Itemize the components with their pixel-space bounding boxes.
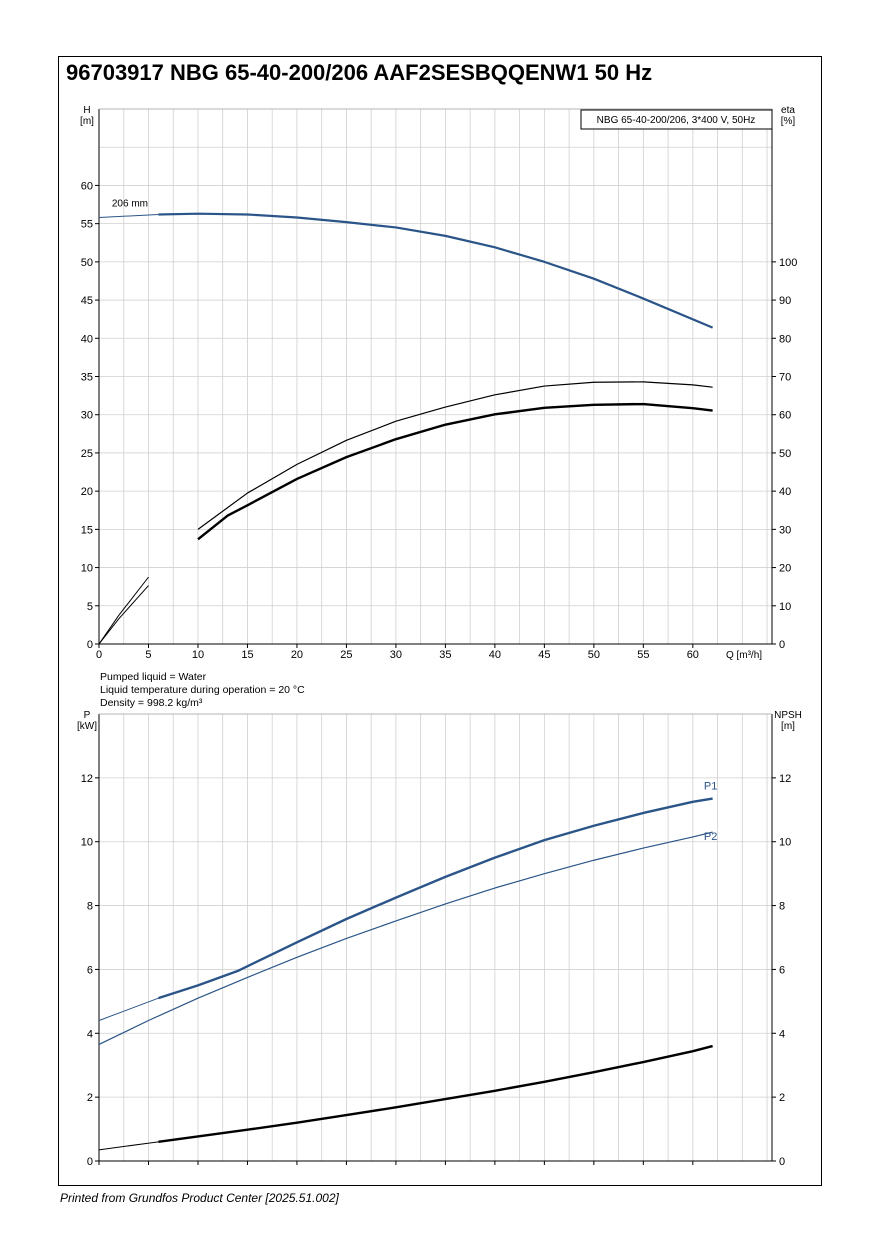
performance-series-206-mm-line xyxy=(158,212,714,329)
performance-tick-label-x: 20 xyxy=(291,649,303,661)
power-npsh-tick-label-left: 0 xyxy=(87,1156,93,1168)
performance-tick-label-x: 55 xyxy=(637,649,649,661)
power-npsh-tick-label-right: 8 xyxy=(779,901,785,913)
page-frame xyxy=(58,56,822,1186)
performance-tick-label-left: 60 xyxy=(81,180,93,192)
performance-series-206-mm-label: 206 mm xyxy=(112,198,148,209)
performance-tick-label-right: 90 xyxy=(779,295,791,307)
power-npsh-tick-label-right: 4 xyxy=(779,1028,785,1040)
performance-series-curve-3-extension xyxy=(98,585,149,645)
performance-y-left-name: H xyxy=(83,105,90,116)
power-npsh-series-p1-label: P1 xyxy=(704,781,717,793)
power-npsh-tick-label-right: 2 xyxy=(779,1092,785,1104)
note-density: Density = 998.2 kg/m³ xyxy=(100,697,203,709)
performance-tick-label-right: 10 xyxy=(779,601,791,613)
performance-tick-label-x: 50 xyxy=(588,649,600,661)
performance-tick-label-x: 10 xyxy=(192,649,204,661)
performance-y-right-unit: [%] xyxy=(781,116,796,127)
performance-tick-label-left: 5 xyxy=(87,601,93,613)
power-npsh-tick-label-left: 6 xyxy=(87,964,93,976)
note-liquid: Pumped liquid = Water xyxy=(100,671,207,683)
performance-tick-label-right: 0 xyxy=(779,639,785,651)
performance-tick-label-x: 35 xyxy=(439,649,451,661)
power-npsh-series-p1-extension xyxy=(98,997,159,1021)
power-npsh-tick-label-right: 10 xyxy=(779,837,791,849)
performance-series-curve-3-line xyxy=(197,402,713,541)
power-npsh-tick-label-left: 2 xyxy=(87,1092,93,1104)
performance-tick-label-right: 80 xyxy=(779,333,791,345)
performance-y-right-name: eta xyxy=(781,105,795,116)
power-npsh-y-right-name: NPSH xyxy=(774,710,802,721)
performance-tick-label-x: 0 xyxy=(96,649,102,661)
power-npsh-tick-label-right: 6 xyxy=(779,964,785,976)
performance-tick-label-left: 45 xyxy=(81,295,93,307)
performance-tick-label-left: 40 xyxy=(81,333,93,345)
performance-tick-label-right: 30 xyxy=(779,524,791,536)
performance-tick-label-x: 45 xyxy=(538,649,550,661)
power-npsh-series-p2-line xyxy=(98,831,713,1046)
footer-text: Printed from Grundfos Product Center [20… xyxy=(60,1191,339,1205)
performance-tick-label-x: 15 xyxy=(241,649,253,661)
performance-series-curve-2-line xyxy=(197,381,713,530)
performance-x-axis-label: Q [m³/h] xyxy=(726,650,762,661)
power-npsh-tick-label-left: 8 xyxy=(87,901,93,913)
performance-tick-label-left: 25 xyxy=(81,448,93,460)
power-npsh-series-npsh-line xyxy=(158,1044,713,1144)
power-npsh-y-left-name: P xyxy=(84,710,91,721)
performance-tick-label-right: 100 xyxy=(779,257,797,269)
power-npsh-tick-label-right: 0 xyxy=(779,1156,785,1168)
performance-tick-label-right: 60 xyxy=(779,410,791,422)
page-title: 96703917 NBG 65-40-200/206 AAF2SESBQQENW… xyxy=(66,60,653,85)
performance-tick-label-right: 70 xyxy=(779,372,791,384)
performance-tick-label-left: 55 xyxy=(81,219,93,231)
performance-tick-label-right: 20 xyxy=(779,563,791,575)
performance-series-curve-2-extension xyxy=(98,576,149,645)
performance-tick-label-x: 40 xyxy=(489,649,501,661)
performance-tick-label-right: 40 xyxy=(779,486,791,498)
power-npsh-y-left-unit: [kW] xyxy=(77,721,97,732)
performance-tick-label-left: 15 xyxy=(81,524,93,536)
performance-legend-label: NBG 65-40-200/206, 3*400 V, 50Hz xyxy=(597,115,756,126)
power-npsh-tick-label-right: 12 xyxy=(779,773,791,785)
power-npsh-tick-label-left: 12 xyxy=(81,773,93,785)
performance-tick-label-left: 10 xyxy=(81,563,93,575)
performance-tick-label-left: 0 xyxy=(87,639,93,651)
performance-series-206-mm-extension xyxy=(98,213,159,219)
power-npsh-y-right-unit: [m] xyxy=(781,721,795,732)
power-npsh-series-p1-line xyxy=(158,797,713,1000)
performance-tick-label-right: 50 xyxy=(779,448,791,460)
performance-tick-label-left: 20 xyxy=(81,486,93,498)
performance-tick-label-x: 30 xyxy=(390,649,402,661)
performance-y-left-unit: [m] xyxy=(80,116,94,127)
performance-tick-label-left: 30 xyxy=(81,410,93,422)
power-npsh-tick-label-left: 10 xyxy=(81,837,93,849)
note-temperature: Liquid temperature during operation = 20… xyxy=(100,684,305,696)
power-npsh-tick-label-left: 4 xyxy=(87,1028,93,1040)
performance-tick-label-left: 35 xyxy=(81,372,93,384)
performance-tick-label-x: 60 xyxy=(687,649,699,661)
performance-tick-label-left: 50 xyxy=(81,257,93,269)
power-npsh-series-npsh-extension xyxy=(98,1141,159,1151)
performance-legend-box xyxy=(580,109,773,130)
performance-tick-label-x: 5 xyxy=(145,649,151,661)
performance-tick-label-x: 25 xyxy=(340,649,352,661)
power-npsh-series-p2-label: P2 xyxy=(704,831,717,843)
